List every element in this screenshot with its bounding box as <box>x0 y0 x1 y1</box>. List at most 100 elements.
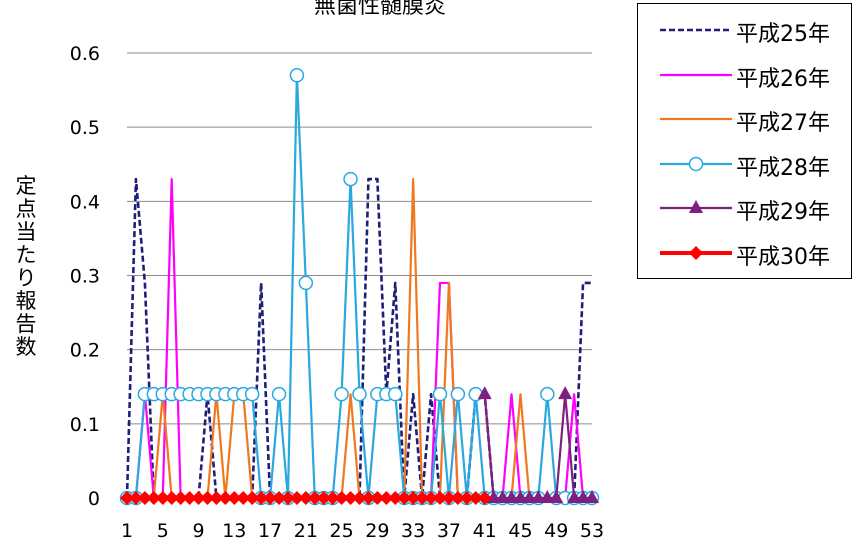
series-line <box>127 74 592 500</box>
x-tick-label: 9 <box>192 520 204 542</box>
data-point <box>567 490 582 503</box>
data-point <box>271 386 287 402</box>
legend-item: 平成25年 <box>648 15 848 47</box>
legend-swatch <box>660 73 732 76</box>
x-tick-label: 1 <box>121 520 133 542</box>
data-point <box>468 491 483 505</box>
legend-label: 平成29年 <box>736 200 830 225</box>
data-point <box>120 491 134 505</box>
data-point <box>504 490 519 503</box>
legend-swatch <box>660 28 732 32</box>
x-tick-label: 53 <box>580 520 604 542</box>
x-tick-label: 17 <box>258 520 282 542</box>
data-point <box>585 490 599 503</box>
legend: 平成25年平成26年平成27年平成28年平成29年平成30年 <box>637 3 852 279</box>
x-tick-label: 13 <box>222 520 246 542</box>
data-point <box>343 491 358 505</box>
data-point <box>352 491 367 505</box>
legend-label: 平成28年 <box>736 155 830 181</box>
y-tick-label: 0.3 <box>70 266 100 288</box>
series-line <box>127 177 592 500</box>
data-point <box>128 491 143 505</box>
data-point <box>334 386 349 402</box>
legend-label: 平成26年 <box>736 66 830 92</box>
data-point <box>343 171 358 187</box>
data-point <box>558 386 573 400</box>
series-line <box>127 177 592 500</box>
data-point <box>298 491 313 505</box>
data-point <box>388 386 403 402</box>
data-point <box>459 491 474 505</box>
y-tick-label: 0.5 <box>70 117 100 139</box>
data-point <box>361 491 376 505</box>
data-point <box>244 386 260 402</box>
data-point <box>576 490 591 503</box>
x-tick-label: 25 <box>330 520 354 542</box>
data-point <box>182 491 197 505</box>
data-point <box>218 491 233 505</box>
data-point <box>191 491 206 505</box>
data-point <box>415 491 430 505</box>
data-point <box>397 491 412 505</box>
series-平成25年 <box>125 177 592 500</box>
legend-item: 平成30年 <box>648 238 848 270</box>
y-tick-label: 0 <box>88 488 100 510</box>
legend-swatch <box>660 245 732 260</box>
axes: 0 0.1 0.2 0.3 0.4 0.5 0.6 1 5 9 13 17 21 25 29 33 37 41 45… <box>70 43 604 542</box>
x-tick-label: 49 <box>544 520 568 542</box>
data-point <box>227 491 242 505</box>
data-point <box>307 491 322 505</box>
legend-swatch <box>660 200 732 213</box>
data-point <box>146 491 161 505</box>
data-point <box>477 491 492 505</box>
data-point <box>540 490 555 503</box>
data-point <box>450 491 465 505</box>
legend-label: 平成25年 <box>736 22 830 47</box>
x-tick-label: 45 <box>508 520 532 542</box>
series-line <box>125 177 592 500</box>
data-point <box>334 491 349 505</box>
data-point <box>316 491 331 505</box>
x-tick-label: 21 <box>294 520 318 542</box>
y-tick-label: 0.2 <box>70 340 100 362</box>
data-point <box>495 490 510 503</box>
data-point <box>325 491 340 505</box>
x-tick-label: 33 <box>401 520 425 542</box>
data-point <box>424 491 439 505</box>
x-tick-label: 29 <box>365 520 389 542</box>
data-point <box>477 386 492 400</box>
data-point <box>406 491 421 505</box>
data-point <box>236 491 251 505</box>
series <box>119 68 600 506</box>
x-tick-label: 37 <box>437 520 461 542</box>
legend-swatch <box>660 156 732 171</box>
y-tick-label: 0.4 <box>70 191 100 213</box>
legend-marker <box>689 200 703 213</box>
data-point <box>540 386 555 402</box>
data-point <box>370 491 385 505</box>
data-point <box>137 491 152 505</box>
data-point <box>289 68 305 83</box>
x-tick-label: 5 <box>157 520 169 542</box>
chart-title: 無菌性髄膜炎 <box>313 0 446 19</box>
series-平成29年 <box>477 386 599 503</box>
data-point <box>272 491 287 505</box>
series-平成30年 <box>120 491 492 505</box>
legend-label: 平成27年 <box>736 111 830 136</box>
data-point <box>254 491 269 505</box>
legend-marker <box>688 156 704 171</box>
series-平成28年 <box>119 68 600 506</box>
y-tick-label: 0.6 <box>70 43 100 65</box>
data-point <box>155 491 170 505</box>
data-point <box>486 490 501 503</box>
data-point <box>289 491 304 505</box>
legend-swatch <box>660 117 732 121</box>
series-平成26年 <box>127 177 592 500</box>
x-tick-label: 41 <box>473 520 497 542</box>
data-point <box>513 490 528 503</box>
data-point <box>531 490 546 503</box>
data-point <box>200 491 215 505</box>
data-point <box>298 275 314 291</box>
data-point <box>522 490 537 503</box>
